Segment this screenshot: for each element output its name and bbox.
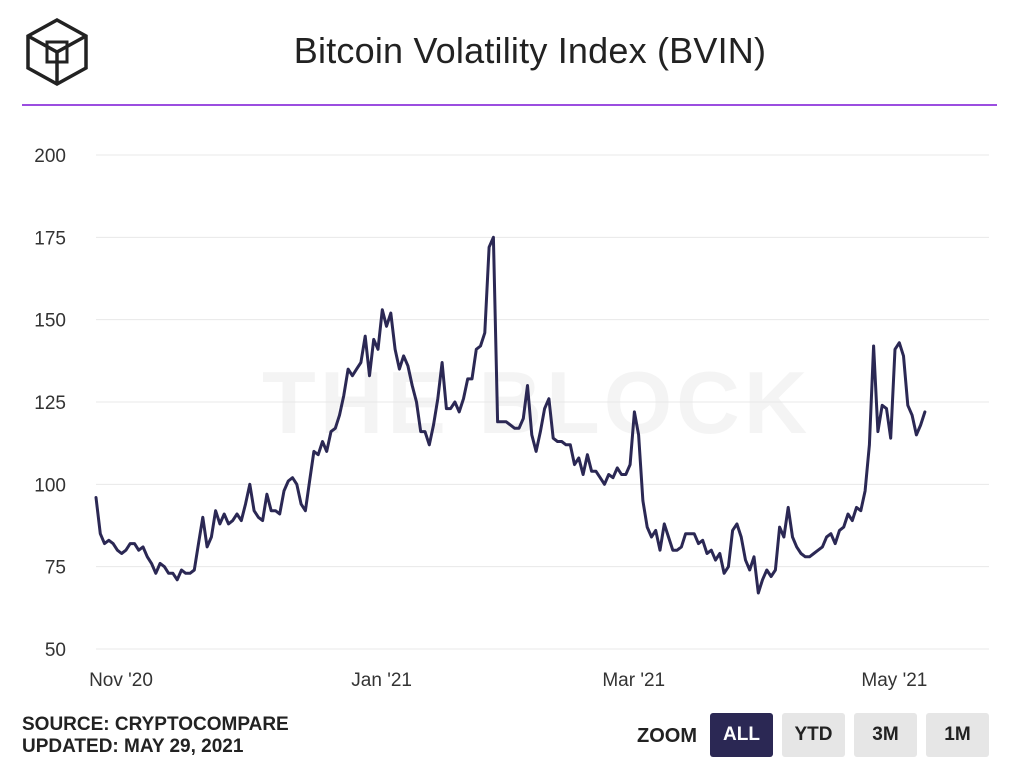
x-tick-label: May '21 [861, 670, 927, 691]
y-tick-label: 75 [45, 558, 66, 579]
the-block-logo [26, 18, 88, 86]
x-tick-label: Jan '21 [351, 670, 412, 691]
page-title: Bitcoin Volatility Index (BVIN) [293, 30, 767, 71]
x-tick-label: Mar '21 [602, 670, 665, 691]
zoom-ytd-button[interactable]: YTD [782, 713, 845, 757]
y-tick-label: 100 [34, 475, 66, 496]
y-tick-label: 150 [34, 311, 66, 332]
source-text: SOURCE: CRYPTOCOMPARE [22, 714, 289, 735]
zoom-3m-button[interactable]: 3M [854, 713, 917, 757]
footer: SOURCE: CRYPTOCOMPARE UPDATED: MAY 29, 2… [22, 714, 289, 758]
y-tick-label: 50 [45, 640, 66, 661]
x-tick-label: Nov '20 [89, 670, 153, 691]
y-tick-label: 175 [34, 228, 66, 249]
y-tick-label: 125 [34, 393, 66, 414]
zoom-1m-button[interactable]: 1M [926, 713, 989, 757]
series-line [94, 235, 927, 595]
zoom-label: ZOOM [637, 725, 697, 747]
volatility-line-chart: 50 75 100 125 150 175 200 Nov '20 Jan '21 Mar '21… [34, 146, 989, 691]
zoom-all-button[interactable]: ALL [710, 713, 773, 757]
header-divider [22, 104, 997, 106]
y-tick-label: 200 [34, 146, 66, 167]
updated-text: UPDATED: MAY 29, 2021 [22, 736, 244, 757]
